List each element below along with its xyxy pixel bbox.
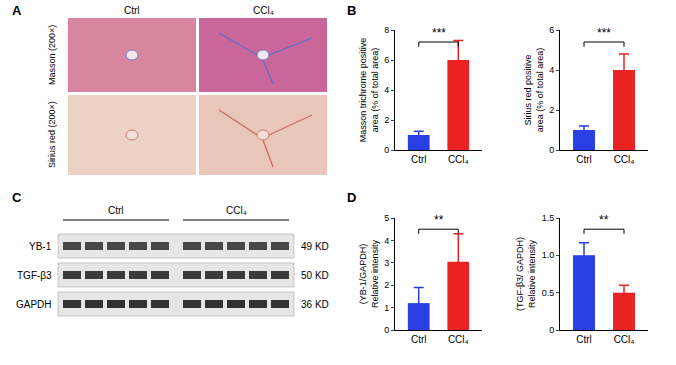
svg-text:(TGF-β3/ GAPDH)Relative intens: (TGF-β3/ GAPDH)Relative intensity <box>515 237 537 311</box>
svg-text:6: 6 <box>549 25 554 35</box>
svg-text:6: 6 <box>384 55 389 65</box>
svg-text:2: 2 <box>384 115 389 125</box>
svg-text:Masson trichrome positivearea: Masson trichrome positivearea (% of tota… <box>358 38 380 143</box>
svg-text:CCl₄: CCl₄ <box>448 334 469 345</box>
svg-text:Ctrl: Ctrl <box>124 5 140 16</box>
svg-text:1.5: 1.5 <box>542 213 555 223</box>
svg-text:CCl₄: CCl₄ <box>226 205 247 216</box>
svg-text:36 KD: 36 KD <box>301 299 329 310</box>
svg-text:49 KD: 49 KD <box>301 241 329 252</box>
svg-text:TGF-β3: TGF-β3 <box>17 270 52 281</box>
svg-text:A: A <box>12 3 22 18</box>
svg-text:0: 0 <box>549 145 554 155</box>
svg-text:0: 0 <box>549 325 554 335</box>
svg-text:8: 8 <box>384 25 389 35</box>
svg-text:(YB-1/GAPDH)Relative intensity: (YB-1/GAPDH)Relative intensity <box>358 239 380 308</box>
svg-text:Sirius red positivearea (% of: Sirius red positivearea (% of total area… <box>523 48 545 133</box>
svg-text:0: 0 <box>384 325 389 335</box>
svg-text:4: 4 <box>549 65 554 75</box>
svg-text:C: C <box>12 190 22 205</box>
svg-text:Ctrl: Ctrl <box>576 154 592 165</box>
svg-text:YB-1: YB-1 <box>29 241 52 252</box>
svg-text:CCl₄: CCl₄ <box>253 5 274 16</box>
svg-text:Masson (200×): Masson (200×) <box>47 25 57 85</box>
svg-text:Ctrl: Ctrl <box>576 334 592 345</box>
svg-text:GAPDH: GAPDH <box>16 299 52 310</box>
svg-text:***: *** <box>597 26 611 40</box>
svg-text:**: ** <box>599 213 609 227</box>
svg-text:CCl₄: CCl₄ <box>448 154 469 165</box>
svg-text:4: 4 <box>384 236 389 246</box>
svg-text:1.0: 1.0 <box>542 250 555 260</box>
svg-text:Sirius red (200×): Sirius red (200×) <box>47 101 57 168</box>
svg-text:Ctrl: Ctrl <box>411 154 427 165</box>
svg-text:0: 0 <box>384 145 389 155</box>
svg-text:CCl₄: CCl₄ <box>614 334 635 345</box>
svg-text:Ctrl: Ctrl <box>411 334 427 345</box>
svg-text:50 KD: 50 KD <box>301 270 329 281</box>
svg-text:0.5: 0.5 <box>542 288 555 298</box>
svg-text:2: 2 <box>549 105 554 115</box>
svg-text:1: 1 <box>384 303 389 313</box>
svg-text:2: 2 <box>384 280 389 290</box>
svg-text:CCl₄: CCl₄ <box>614 154 635 165</box>
svg-text:***: *** <box>432 26 446 40</box>
svg-text:**: ** <box>434 213 444 227</box>
svg-text:D: D <box>347 190 356 205</box>
svg-text:B: B <box>347 3 356 18</box>
svg-text:Ctrl: Ctrl <box>108 205 124 216</box>
svg-text:4: 4 <box>384 85 389 95</box>
svg-text:5: 5 <box>384 213 389 223</box>
svg-text:3: 3 <box>384 258 389 268</box>
